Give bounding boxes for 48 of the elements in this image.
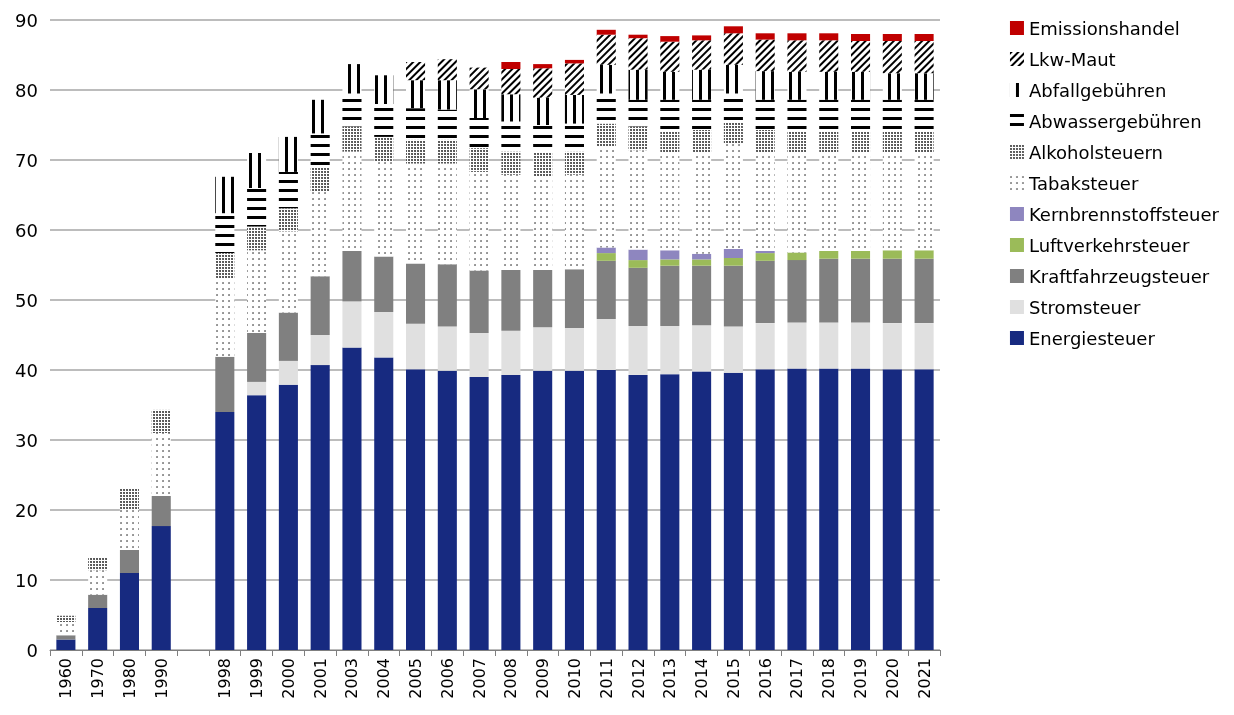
y-tick-label: 90 — [15, 9, 38, 31]
x-tick-label: 2000 — [278, 658, 298, 699]
x-tick-label: 2008 — [501, 658, 521, 699]
x-tick-label: 2016 — [755, 658, 775, 699]
legend-label: Tabaksteuer — [1027, 172, 1139, 194]
x-tick-label: 2015 — [723, 658, 743, 699]
legend-label: Alkoholsteuern — [1028, 141, 1163, 163]
legend-label: Kraftfahrzeugsteuer — [1028, 265, 1210, 287]
x-tick-label: 2018 — [819, 658, 839, 699]
x-tick-label: 1970 — [88, 658, 108, 699]
x-tick-label: 2020 — [882, 658, 902, 699]
x-tick-label: 2007 — [469, 658, 489, 699]
x-tick-label: 2012 — [628, 658, 648, 699]
legend-label: Emissionshandel — [1028, 17, 1180, 39]
x-tick-label: 1960 — [56, 658, 76, 699]
legend-label: Energiesteuer — [1028, 327, 1156, 349]
legend-label: Kernbrennstoffsteuer — [1028, 203, 1220, 225]
x-tick-label: 2017 — [787, 658, 807, 699]
y-tick-label: 0 — [26, 639, 38, 661]
x-tick-label: 2003 — [342, 658, 362, 699]
x-tick-label: 2006 — [437, 658, 457, 699]
y-tick-label: 30 — [15, 429, 38, 451]
x-tick-label: 2013 — [660, 658, 680, 699]
x-tick-label: 2011 — [596, 658, 616, 699]
x-tick-label: 2014 — [692, 658, 712, 699]
y-tick-label: 80 — [15, 79, 38, 101]
x-tick-label: 2021 — [914, 658, 934, 699]
x-tick-label: 2010 — [564, 658, 584, 699]
legend-label: Stromsteuer — [1028, 296, 1141, 318]
y-tick-label: 10 — [15, 569, 38, 591]
y-tick-label: 20 — [15, 499, 38, 521]
legend-label: Abwassergebühren — [1028, 110, 1202, 132]
x-tick-label: 2005 — [406, 658, 426, 699]
legend-label: Abfallgebühren — [1028, 79, 1167, 101]
y-tick-label: 60 — [15, 219, 38, 241]
x-tick-label: 2019 — [851, 658, 871, 699]
x-tick-label: 2009 — [533, 658, 553, 699]
y-tick-label: 50 — [15, 289, 38, 311]
x-tick-label: 2001 — [310, 658, 330, 699]
y-tick-label: 40 — [15, 359, 38, 381]
y-tick-label: 70 — [15, 149, 38, 171]
x-tick-label: 1990 — [151, 658, 171, 699]
x-tick-label: 1998 — [215, 658, 235, 699]
x-tick-label: 1999 — [247, 658, 267, 699]
legend-label: Lkw-Maut — [1028, 48, 1116, 70]
legend-label: Luftverkehrsteuer — [1028, 234, 1190, 256]
x-tick-label: 2004 — [374, 658, 394, 699]
x-tick-label: 1980 — [119, 658, 139, 699]
